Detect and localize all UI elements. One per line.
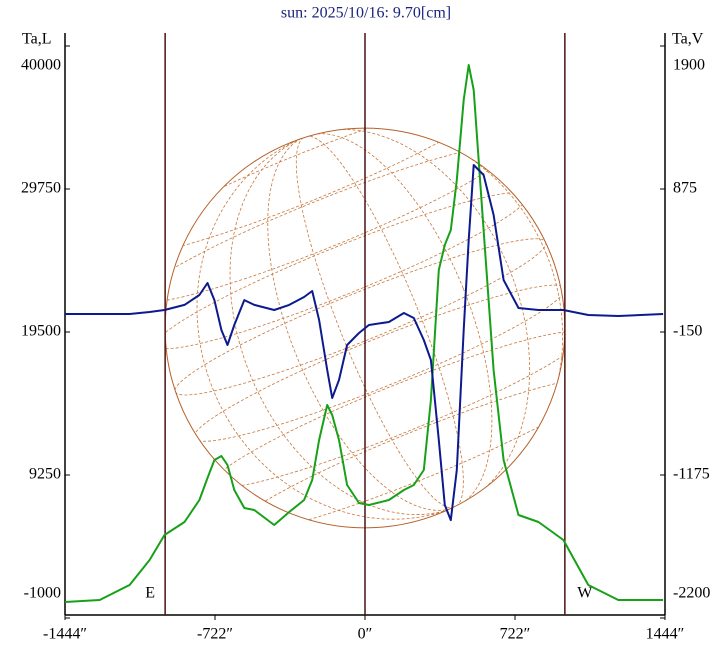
meridian [196,124,564,520]
y-tick-label: 9250 [29,466,61,483]
x-tick-label: 1444″ [646,626,685,643]
limb-label: W [577,585,593,602]
y2-tick-label: -1175 [673,466,710,483]
y-tick-label: 19500 [21,323,61,340]
parallel [193,284,566,442]
chart-title: sun: 2025/10/16: 9.70[cm] [281,5,451,22]
parallel [212,331,584,489]
y2-axis-title: Ta,V [672,31,704,48]
y2-tick-label: 875 [673,180,697,197]
parallel [118,99,491,257]
y2-tick-label: 1900 [673,57,705,74]
parallel [174,238,547,396]
parallel [230,377,603,535]
y-tick-label: 29750 [21,180,61,197]
x-tick-label: 0″ [358,626,373,643]
y-tick-label: 40000 [21,57,61,74]
series-line [65,164,664,522]
x-tick-label: -722″ [197,626,233,643]
y2-tick-label: -150 [673,323,702,340]
limb-label: E [145,585,155,602]
y-axis-title: Ta,L [22,31,52,48]
series-line [64,64,664,603]
x-tick-label: 722″ [500,626,531,643]
y2-tick-label: -2200 [673,585,710,602]
x-tick-label: -1444″ [43,626,87,643]
y-tick-label: -1000 [24,585,61,602]
parallel [155,192,528,350]
